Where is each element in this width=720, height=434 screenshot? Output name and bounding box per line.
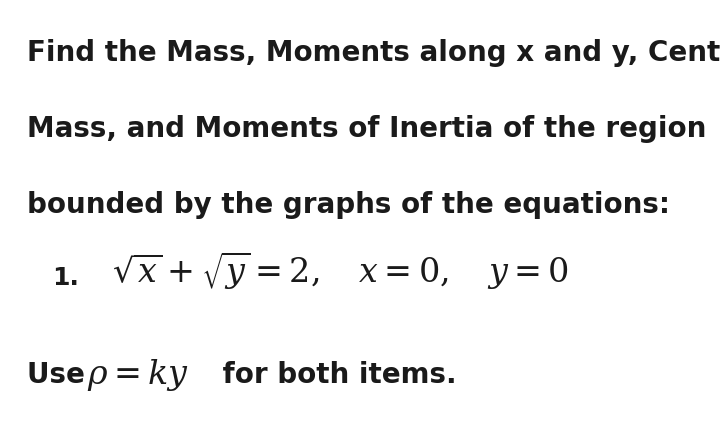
Text: Find the Mass, Moments along x and y, Center of: Find the Mass, Moments along x and y, Ce… xyxy=(27,39,720,67)
Text: $\rho = ky$: $\rho = ky$ xyxy=(87,358,189,393)
Text: Use: Use xyxy=(27,362,95,389)
Text: for both items.: for both items. xyxy=(213,362,456,389)
Text: bounded by the graphs of the equations:: bounded by the graphs of the equations: xyxy=(27,191,670,219)
Text: 1.: 1. xyxy=(52,266,78,290)
Text: Mass, and Moments of Inertia of the region: Mass, and Moments of Inertia of the regi… xyxy=(27,115,707,143)
Text: $\sqrt{x} + \sqrt{y} = 2, \quad x = 0, \quad y = 0$: $\sqrt{x} + \sqrt{y} = 2, \quad x = 0, \… xyxy=(112,250,568,293)
